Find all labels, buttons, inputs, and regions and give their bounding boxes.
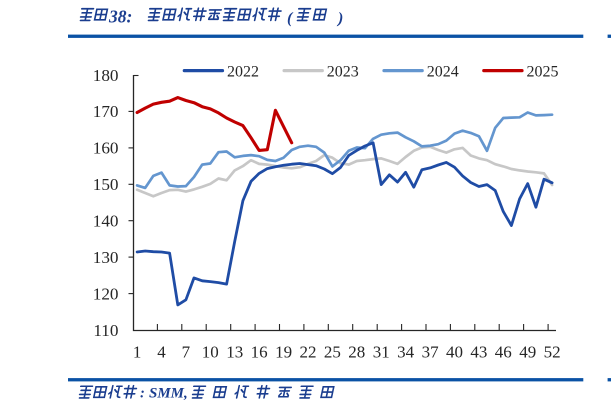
svg-text:4: 4 <box>157 343 166 362</box>
svg-text:160: 160 <box>93 139 119 158</box>
svg-text:2025: 2025 <box>527 64 559 81</box>
svg-text:49: 49 <box>519 343 536 362</box>
svg-text:37: 37 <box>422 343 440 362</box>
svg-text:SMM,: SMM, <box>149 386 188 402</box>
svg-text:180: 180 <box>93 66 119 85</box>
svg-text:46: 46 <box>495 343 512 362</box>
svg-text:28: 28 <box>348 343 365 362</box>
svg-text:130: 130 <box>93 248 119 267</box>
svg-text:10: 10 <box>202 343 219 362</box>
svg-text:31: 31 <box>373 343 390 362</box>
svg-text:43: 43 <box>470 343 487 362</box>
svg-text:13: 13 <box>226 343 243 362</box>
svg-text:2023: 2023 <box>327 64 359 81</box>
svg-text:2022: 2022 <box>227 64 259 81</box>
svg-text:38:: 38: <box>108 7 132 27</box>
svg-text:40: 40 <box>446 343 463 362</box>
svg-text:22: 22 <box>300 343 317 362</box>
svg-text:25: 25 <box>324 343 341 362</box>
svg-text:): ) <box>336 10 343 27</box>
svg-text:19: 19 <box>275 343 292 362</box>
svg-text:170: 170 <box>93 102 119 121</box>
svg-text:140: 140 <box>93 212 119 231</box>
svg-text:52: 52 <box>544 343 561 362</box>
svg-text:1: 1 <box>133 343 142 362</box>
svg-text:110: 110 <box>93 321 118 340</box>
svg-text:(: ( <box>287 10 294 27</box>
svg-text:7: 7 <box>182 343 191 362</box>
svg-text:120: 120 <box>93 284 119 303</box>
svg-text:150: 150 <box>93 175 119 194</box>
svg-text::: : <box>140 386 145 402</box>
svg-text:34: 34 <box>397 343 415 362</box>
svg-text:2024: 2024 <box>427 64 459 81</box>
svg-text:16: 16 <box>251 343 268 362</box>
